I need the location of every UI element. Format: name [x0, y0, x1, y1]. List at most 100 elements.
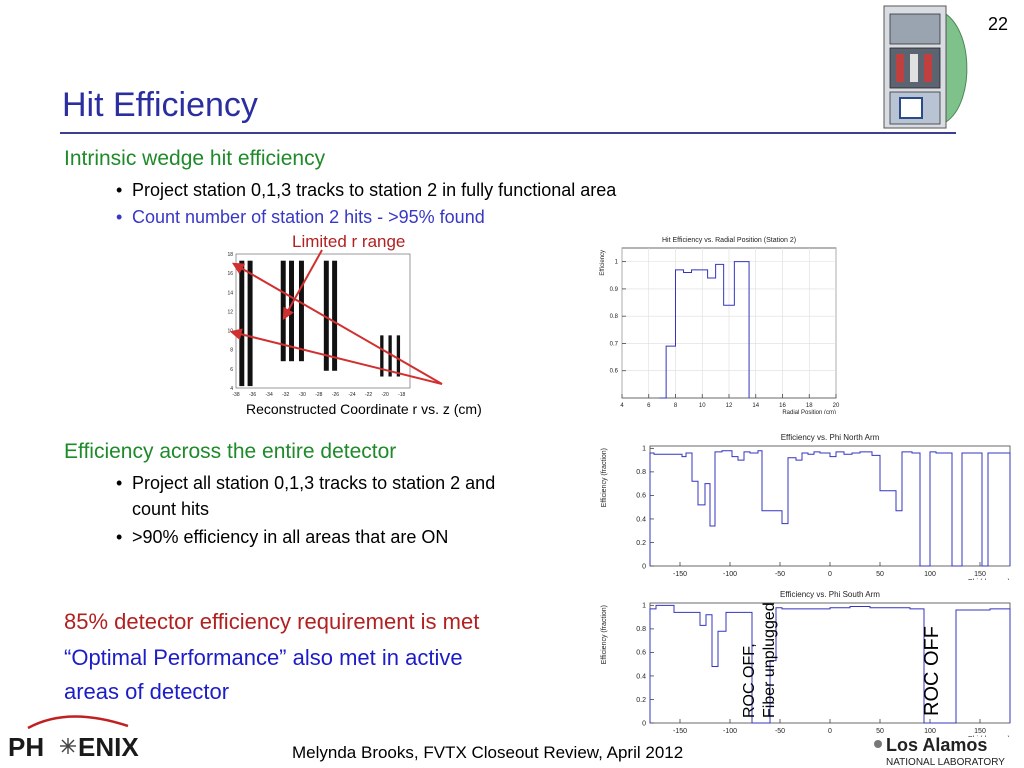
x-tick-label: 20	[833, 403, 840, 409]
x-tick-label: 10	[699, 403, 706, 409]
y-tick-label: 16	[227, 271, 233, 277]
y-tick-label: 0.7	[610, 341, 619, 347]
y-tick-label: 12	[227, 309, 233, 315]
roc-off-fiber-line2: Fiber unplugged	[761, 602, 778, 718]
x-tick-label: -38	[232, 392, 239, 398]
x-tick-label: 50	[876, 728, 884, 735]
efficiency-histogram	[649, 604, 1011, 724]
annotation-arrows	[229, 249, 443, 385]
y-tick-label: 0	[642, 720, 646, 727]
y-tick-label: 0.8	[636, 626, 646, 633]
x-tick-label: 100	[924, 571, 936, 578]
section2-bullet-1-cont: count hits	[132, 499, 210, 519]
station-band	[332, 260, 338, 371]
x-tick-label: -32	[282, 392, 289, 398]
y-tick-label: 0.8	[636, 469, 646, 476]
x-tick-label: 50	[876, 571, 884, 578]
station-band	[247, 260, 253, 387]
svg-text:PH: PH	[8, 732, 44, 762]
coordinate-caption: Reconstructed Coordinate r vs. z (cm)	[246, 401, 482, 417]
svg-text:ENIX: ENIX	[78, 732, 139, 762]
station-band	[388, 335, 392, 377]
x-tick-label: 14	[752, 403, 759, 409]
arrow-lower-edge	[229, 328, 443, 385]
x-tick-label: 100	[924, 728, 936, 735]
north-arm-chart: -150 -100 -50 0 50 100 150 0 0.2 0.4 0.6 0.8 1 Effici…	[601, 433, 1011, 580]
x-tick-label: 8	[674, 403, 678, 409]
roc-off-annotation: ROC OFF	[921, 626, 943, 716]
x-axis-label: Phi (degrees)	[968, 736, 1010, 737]
y-tick-label: 1	[642, 603, 646, 610]
plot-frame	[649, 445, 1011, 567]
y-tick-label: 8	[230, 348, 233, 354]
y-tick-label: 0.4	[636, 516, 646, 523]
title-divider	[60, 132, 956, 134]
section2-bullet-1: • Project all station 0,1,3 tracks to sta…	[116, 473, 496, 493]
svg-text:Los Alamos: Los Alamos	[886, 735, 987, 755]
chart-title: Efficiency vs. Phi North Arm	[781, 433, 880, 442]
svg-text:NATIONAL LABORATORY: NATIONAL LABORATORY	[886, 757, 1005, 768]
x-tick-label: -28	[315, 392, 322, 398]
section2-heading: Efficiency across the entire detector	[64, 440, 397, 463]
x-tick-label: -20	[382, 392, 389, 398]
y-axis-label: Efficiency (fraction)	[601, 605, 608, 664]
conclusion-line-2: “Optimal Performance” also met in active	[64, 645, 463, 670]
y-axis-label: Efficiency	[600, 250, 606, 276]
x-tick-label: -34	[266, 392, 273, 398]
y-tick-label: 0.6	[610, 369, 619, 375]
plot-frame	[649, 602, 1011, 724]
section1-heading: Intrinsic wedge hit efficiency	[64, 147, 326, 170]
y-tick-label: 0.2	[636, 540, 646, 547]
y-tick-label: 0.8	[610, 314, 619, 320]
station-band	[396, 335, 401, 377]
x-tick-label: -18	[398, 392, 405, 398]
x-tick-label: -100	[723, 728, 737, 735]
y-tick-label: 0.4	[636, 673, 646, 680]
slide-title: Hit Efficiency	[62, 86, 258, 124]
y-tick-label: 0.6	[636, 650, 646, 657]
y-tick-label: 0.2	[636, 697, 646, 704]
efficiency-histogram	[649, 450, 1011, 567]
detector-image	[883, 5, 968, 129]
x-tick-label: -36	[249, 392, 256, 398]
y-tick-label: 14	[227, 290, 233, 296]
x-tick-label: -26	[332, 392, 339, 398]
x-axis-label: Radial Position (cm)	[782, 410, 836, 414]
station-band	[323, 260, 329, 371]
x-tick-label: 150	[974, 571, 986, 578]
limited-range-annotation: Limited r range	[292, 232, 406, 251]
x-tick-label: 4	[620, 403, 624, 409]
x-tick-label: -100	[723, 571, 737, 578]
station-band	[380, 335, 384, 377]
x-tick-label: -150	[673, 571, 687, 578]
conclusion-line-1: 85% detector efficiency requirement is m…	[64, 609, 480, 634]
south-arm-chart: -150 -100 -50 0 50 100 150 0 0.2 0.4 0.6 0.8 1 Effici…	[601, 590, 1011, 737]
y-tick-label: 0.9	[610, 287, 619, 293]
x-tick-label: -50	[775, 571, 785, 578]
page-number: 22	[987, 14, 1008, 34]
x-tick-label: 0	[828, 571, 832, 578]
lanl-logo: Los Alamos NATIONAL LABORATORY	[874, 735, 1005, 768]
y-tick-label: 0.6	[636, 493, 646, 500]
footer-text: Melynda Brooks, FVTX Closeout Review, Ap…	[292, 743, 684, 762]
section1-bullet-1: • Project station 0,1,3 tracks to station…	[116, 180, 617, 200]
y-tick-label: 18	[227, 252, 233, 258]
y-tick-label: 4	[230, 386, 233, 392]
chart-title: Efficiency vs. Phi South Arm	[780, 590, 880, 599]
section1-bullet-2: • Count number of station 2 hits - >95% f…	[116, 207, 485, 227]
x-tick-label: 16	[779, 403, 786, 409]
roc-off-label: ROC OFF	[921, 626, 943, 716]
roc-off-fiber-annotation: ROC OFF, Fiber unplugged	[741, 602, 778, 718]
x-tick-label: 6	[647, 403, 651, 409]
x-tick-label: -30	[299, 392, 306, 398]
x-tick-label: -22	[365, 392, 372, 398]
y-tick-label: 0	[642, 563, 646, 570]
arrow-upper-edge	[231, 262, 443, 385]
x-tick-label: 0	[828, 728, 832, 735]
radial-efficiency-chart: 4 6 8 10 12 14 16 18 20 0.6 0.7 0.8 0.9 1 Hit Efficien…	[600, 237, 840, 414]
station-band	[239, 260, 245, 387]
phenix-logo: PH ENIX	[8, 715, 139, 762]
x-tick-label: 18	[806, 403, 813, 409]
conclusion-line-3: areas of detector	[64, 679, 230, 704]
x-tick-label: -150	[673, 728, 687, 735]
